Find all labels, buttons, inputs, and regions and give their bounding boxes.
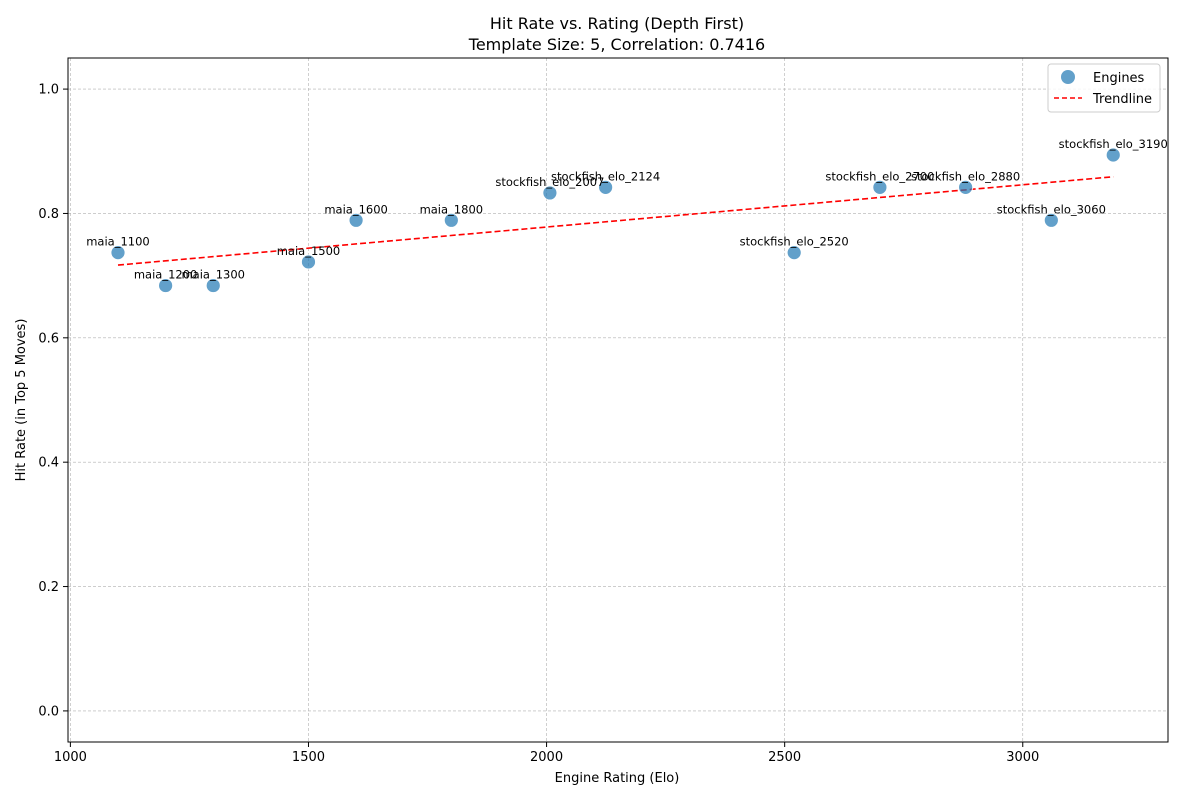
x-tick-label: 1500	[292, 750, 325, 765]
point-label-stockfish_elo_2880: stockfish_elo_2880	[911, 169, 1020, 183]
plot-frame	[67, 57, 1169, 743]
y-tick-label: 1.0	[38, 83, 59, 98]
data-point-maia_1100	[110, 245, 126, 261]
data-point-maia_1500	[301, 254, 316, 270]
point-label-maia_1200: maia_1200	[134, 268, 198, 282]
y-tick-label: 0.6	[38, 331, 59, 346]
y-axis-label: Hit Rate (in Top 5 Moves)	[14, 319, 29, 482]
point-label-stockfish_elo_3190: stockfish_elo_3190	[1059, 137, 1168, 151]
x-tick-label: 2500	[768, 750, 801, 765]
data-point-stockfish_elo_2520	[786, 245, 802, 261]
legend: Engines Trendline	[1047, 63, 1161, 113]
x-axis-label: Engine Rating (Elo)	[555, 771, 680, 786]
point-label-maia_1600: maia_1600	[324, 202, 388, 216]
data-point-stockfish_elo_2700	[872, 179, 888, 195]
data-point-maia_1300	[205, 278, 221, 293]
y-tick-label: 0.2	[38, 580, 59, 595]
x-tick-label: 2000	[530, 750, 563, 765]
grid	[68, 58, 1168, 742]
point-label-maia_1300: maia_1300	[181, 268, 245, 282]
legend-label-engines: Engines	[1093, 71, 1145, 86]
legend-box	[1047, 63, 1161, 113]
x-tick-label: 3000	[1006, 750, 1039, 765]
point-label-stockfish_elo_2520: stockfish_elo_2520	[740, 235, 849, 249]
point-label-stockfish_elo_2124: stockfish_elo_2124	[551, 169, 660, 183]
y-tick-label: 0.8	[38, 207, 59, 222]
point-label-maia_1800: maia_1800	[420, 202, 484, 216]
data-point-stockfish_elo_2007	[542, 185, 558, 201]
legend-marker-engines	[1061, 70, 1075, 84]
data-point-maia_1600	[348, 212, 364, 228]
data-point-stockfish_elo_2880	[958, 179, 974, 195]
points-layer	[110, 147, 1121, 293]
point-label-maia_1100: maia_1100	[86, 235, 150, 249]
legend-label-trendline: Trendline	[1092, 92, 1152, 107]
point-label-stockfish_elo_2007: stockfish_elo_2007	[495, 175, 604, 189]
trendline-layer	[117, 175, 1114, 266]
data-point-maia_1800	[443, 212, 459, 228]
chart-title: Hit Rate vs. Rating (Depth First)	[490, 14, 744, 33]
point-label-stockfish_elo_2700: stockfish_elo_2700	[825, 169, 934, 183]
x-tick-label: 1000	[54, 750, 87, 765]
point-label-maia_1500: maia_1500	[277, 244, 341, 258]
y-tick-label: 0.4	[38, 456, 59, 471]
axis-ticks: 1000 1500 2000 2500 3000 0.0 0.2 0.4 0.6 0.8 1.0	[38, 83, 1039, 765]
data-point-stockfish_elo_3190	[1105, 147, 1121, 163]
data-point-stockfish_elo_3060	[1043, 212, 1059, 228]
data-point-maia_1200	[158, 278, 174, 293]
chart-subtitle: Template Size: 5, Correlation: 0.7416	[468, 35, 765, 54]
point-label-stockfish_elo_3060: stockfish_elo_3060	[997, 202, 1106, 216]
trendline	[117, 175, 1114, 266]
data-point-stockfish_elo_2124	[598, 179, 614, 195]
y-tick-label: 0.0	[38, 704, 59, 719]
